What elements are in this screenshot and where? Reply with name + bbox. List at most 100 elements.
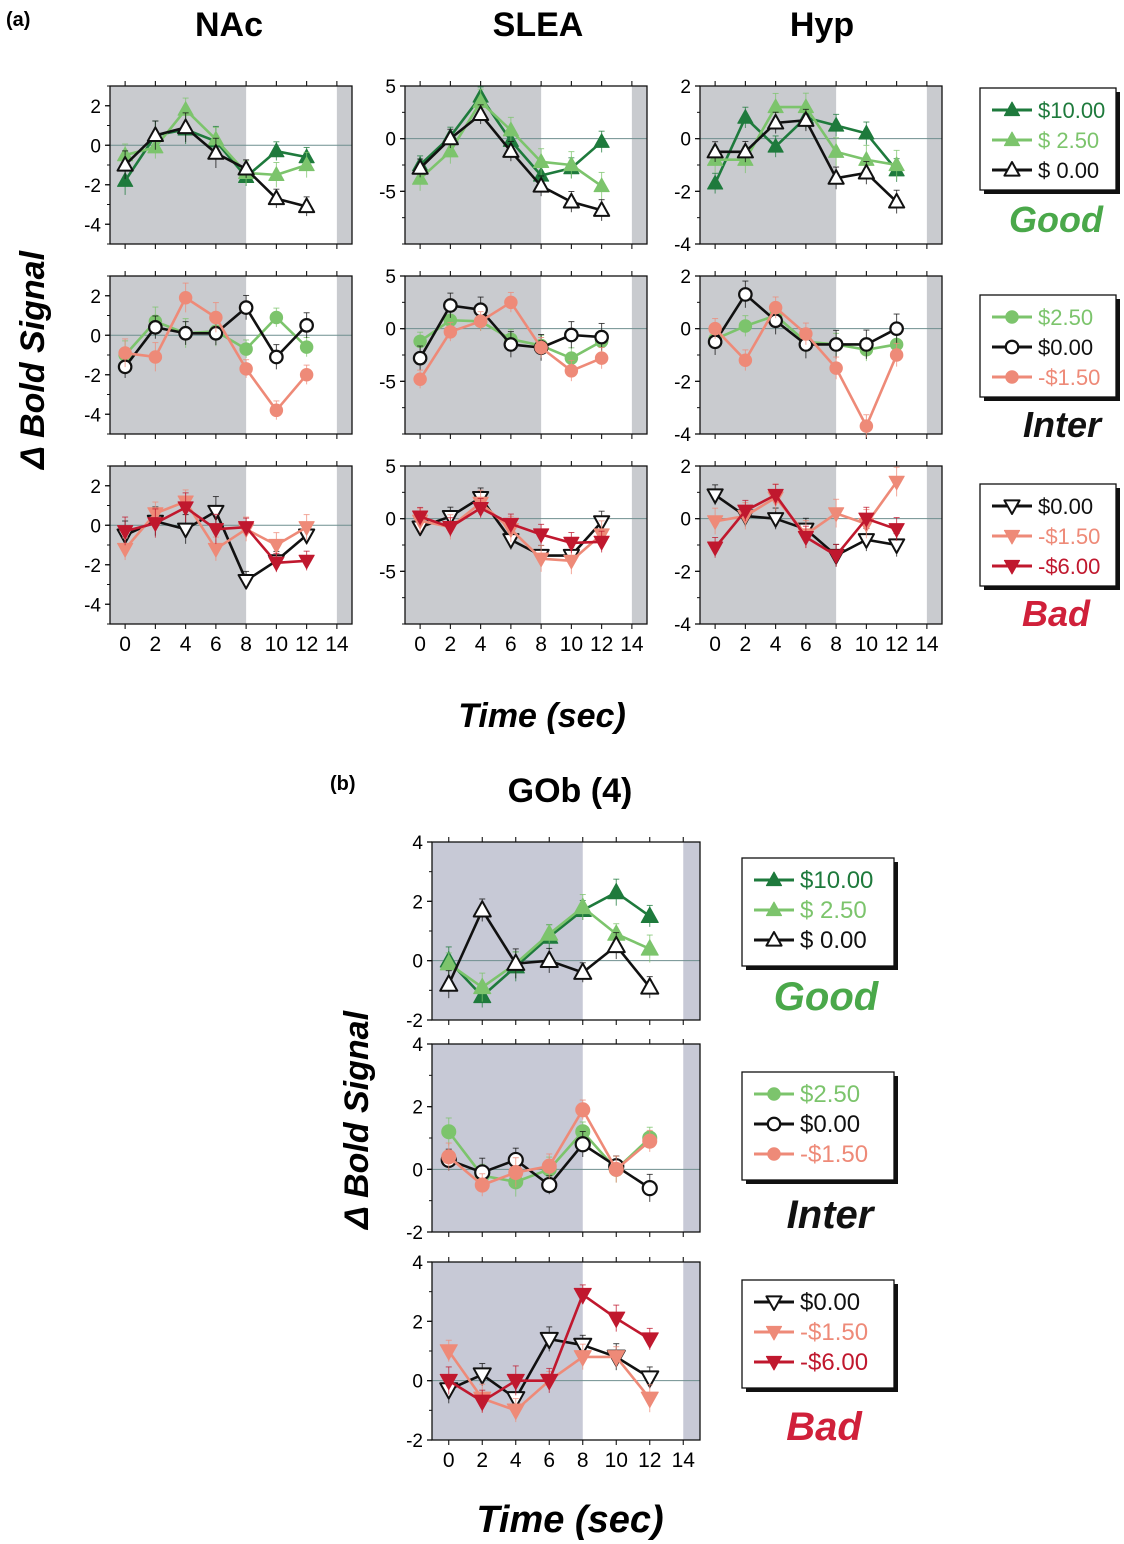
data-point <box>767 138 784 153</box>
data-point <box>177 118 195 135</box>
data-point <box>239 362 253 376</box>
data-point <box>563 554 580 570</box>
data-point <box>708 321 722 336</box>
data-point <box>267 189 285 206</box>
data-point <box>797 111 815 127</box>
legend-title: Good <box>774 975 880 1019</box>
x-tick-label: 8 <box>240 633 252 656</box>
legend-layer: $10.00 $ 2.50 $ 0.00 Good $2.50 $0.00 -$1.50 In… <box>741 87 1120 1449</box>
y-axis-label-b: Δ Bold Signal <box>338 1009 376 1231</box>
data-point <box>207 144 225 160</box>
legend-marker <box>765 931 783 947</box>
legend-marker <box>1004 339 1020 355</box>
shaded-epoch <box>926 86 942 244</box>
data-point <box>707 174 724 190</box>
shaded-epoch <box>432 1044 583 1232</box>
legend-good-gob: $10.00 $ 2.50 $ 0.00 Good <box>741 857 898 1019</box>
data-point <box>563 536 580 552</box>
x-tick-label: 2 <box>150 633 162 656</box>
data-point <box>238 521 255 536</box>
x-tick-label: 2 <box>476 1449 488 1472</box>
shaded-epoch <box>631 276 647 434</box>
data-point <box>573 897 592 915</box>
x-axis-label-b: Time (sec) <box>476 1499 663 1541</box>
data-point <box>540 1373 559 1391</box>
legend-label: -$1.50 <box>1038 365 1100 390</box>
y-tick-label: 4 <box>412 1035 423 1056</box>
data-point <box>148 350 163 364</box>
legend-inter: $2.50 $0.00 -$1.50 Inter <box>979 294 1120 445</box>
shaded-epoch <box>405 276 542 434</box>
y-tick-label: 2 <box>412 892 423 913</box>
data-point <box>640 939 659 956</box>
data-point <box>539 1331 559 1350</box>
y-tick-label: -4 <box>84 405 101 426</box>
legend-marker <box>1003 131 1021 147</box>
x-tick-label: 8 <box>535 633 547 656</box>
data-point <box>503 337 519 352</box>
data-point <box>640 1370 660 1388</box>
shaded-epoch <box>683 1044 700 1232</box>
data-point <box>298 554 315 570</box>
data-point <box>268 142 285 158</box>
x-tick-label: 0 <box>443 1449 455 1472</box>
data-point <box>888 475 905 491</box>
shaded-epoch <box>700 276 837 434</box>
data-point <box>412 170 429 185</box>
data-point <box>237 159 255 176</box>
y-tick-label: -5 <box>379 562 396 583</box>
chart-hyp-bad: 20-2-40 2 4 6 8 10 12 14 <box>674 457 943 656</box>
shaded-epoch <box>110 86 247 244</box>
gob-title: GOb (4) <box>508 772 633 810</box>
series-gob-inter-2 <box>441 1099 658 1197</box>
data-point <box>298 156 315 172</box>
data-point <box>607 882 626 900</box>
y-tick-label: 0 <box>385 130 396 151</box>
data-point <box>472 105 490 122</box>
data-point <box>299 368 314 382</box>
x-tick-label: 0 <box>414 633 426 656</box>
data-point <box>640 1332 659 1349</box>
data-point <box>607 1350 626 1367</box>
y-tick-label: -2 <box>406 1011 423 1032</box>
legend-marker <box>767 1147 781 1161</box>
legend-marker <box>766 1116 782 1132</box>
data-point <box>268 538 285 554</box>
data-point <box>533 153 550 168</box>
data-point <box>209 310 223 325</box>
data-point <box>298 197 316 214</box>
legend-label: $2.50 <box>1038 305 1093 330</box>
y-tick-label: 2 <box>90 477 101 498</box>
data-point <box>593 177 610 193</box>
y-tick-label: 0 <box>90 326 101 347</box>
legend-title: Inter <box>1023 404 1103 445</box>
data-point <box>768 300 783 315</box>
y-tick-label: 2 <box>412 1312 423 1333</box>
x-tick-label: 12 <box>885 633 908 656</box>
x-tick-label: 2 <box>740 633 752 656</box>
data-point <box>473 977 492 995</box>
chart-nac-bad: 20-2-40 2 4 6 8 10 12 14 <box>84 461 353 656</box>
data-point <box>268 166 285 181</box>
chart-gob-bad: 420-20 2 4 6 8 10 12 14 <box>406 1253 701 1472</box>
data-point <box>533 552 550 568</box>
region-title-slea: SLEA <box>493 6 584 44</box>
legend-marker <box>1005 370 1019 384</box>
data-point <box>237 573 255 590</box>
shaded-epoch <box>631 86 647 244</box>
y-tick-label: -4 <box>674 425 691 446</box>
y-tick-label: 0 <box>412 1372 423 1393</box>
data-point <box>506 953 526 971</box>
data-point <box>575 1102 591 1118</box>
data-point <box>508 1164 524 1180</box>
series-gob-good-2 <box>439 898 660 999</box>
data-point <box>533 528 550 543</box>
chart-hyp-good: 2 0 -2 -4 <box>674 77 943 256</box>
chart-slea-good: 5 0 -5 <box>379 77 648 249</box>
data-point <box>640 977 660 995</box>
x-tick-label: 12 <box>590 633 613 656</box>
legend-marker <box>1003 559 1021 575</box>
data-point <box>442 520 459 536</box>
region-title-hyp: Hyp <box>790 6 854 44</box>
data-point <box>738 319 753 333</box>
